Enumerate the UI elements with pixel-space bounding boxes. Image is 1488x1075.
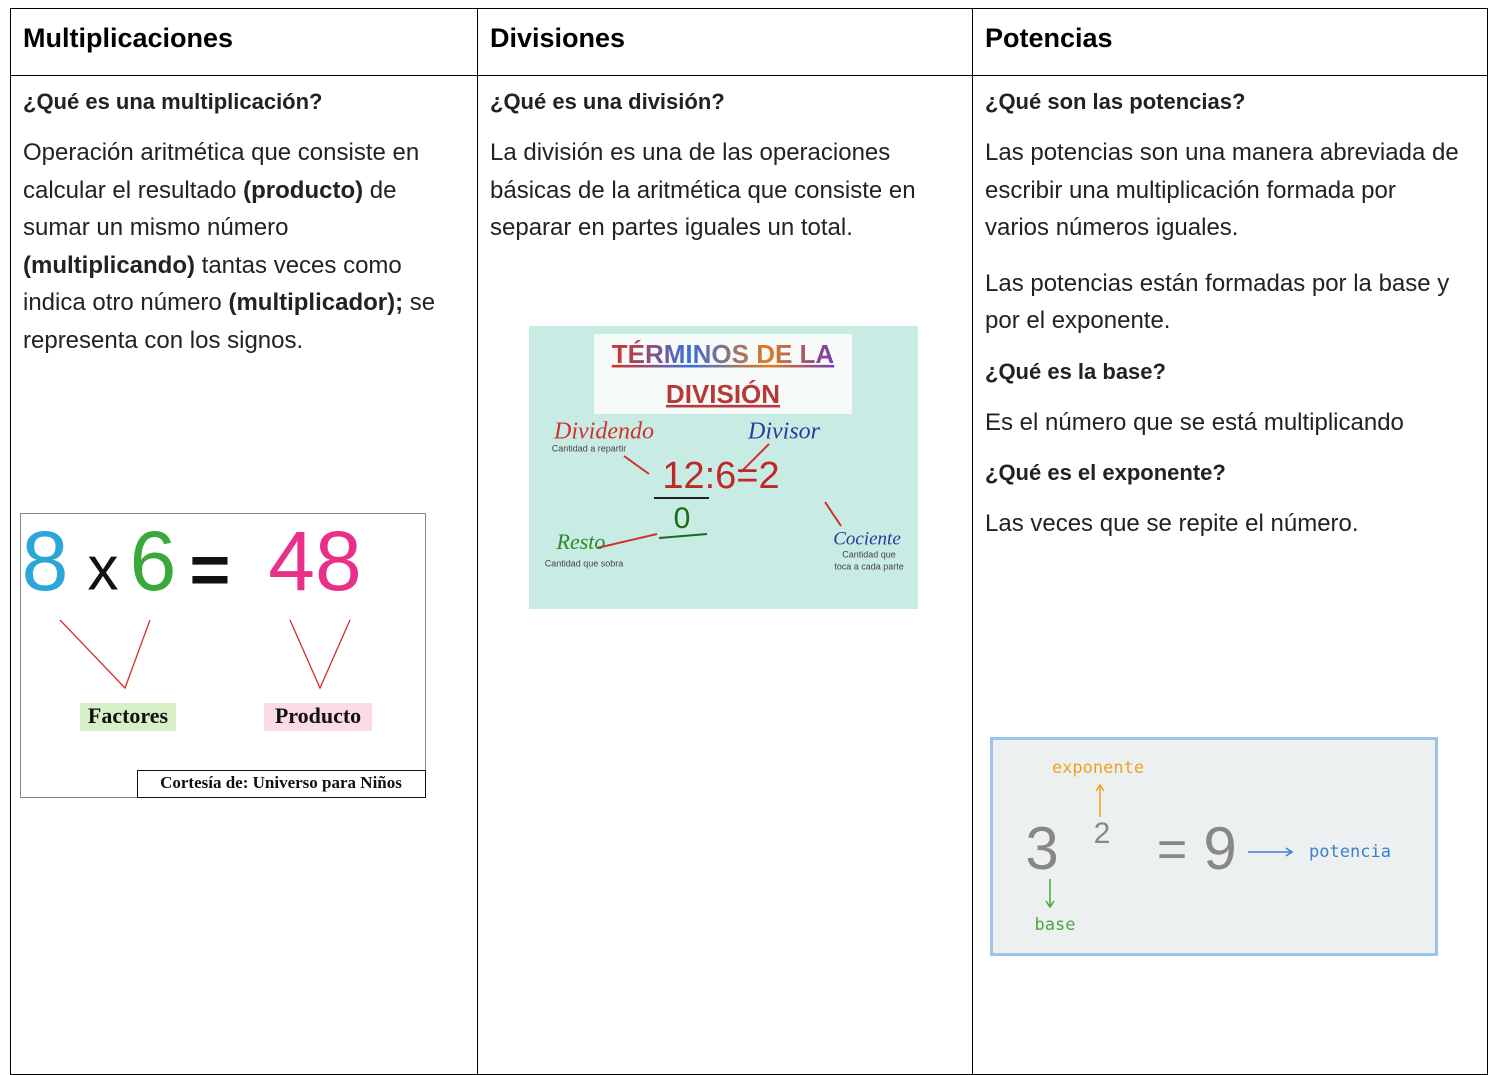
equals: = (1157, 821, 1187, 879)
label: Producto (275, 703, 361, 728)
arrow (1045, 879, 1055, 909)
label-bg (80, 703, 176, 731)
text: tantas veces como indica otro número (23, 251, 402, 317)
paragraph: Las potencias están formadas por la base… (985, 265, 1463, 340)
factor: 8 (22, 514, 69, 608)
paragraph: Operación aritmética que consiste en cal… (23, 134, 465, 359)
question: ¿Qué es una división? (490, 89, 725, 114)
term-note: Cantidad a repartir (552, 443, 627, 453)
title-box (594, 334, 852, 414)
question: ¿Qué es el exponente? (985, 460, 1226, 485)
connector (596, 443, 842, 549)
term: Dividendo (553, 419, 654, 445)
factor: 6 (130, 514, 177, 608)
remainder-value: 0 (674, 502, 691, 535)
paragraph: Es el número que se está multiplicando (985, 404, 1463, 442)
bold-text: (producto) (243, 176, 364, 204)
paragraph: Las veces que se repite el número. (985, 505, 1463, 543)
division-figure: TÉRMINOS DE LA DIVISIÓN Dividendo Cantid… (529, 326, 918, 609)
equation: 12:6=2 (662, 455, 779, 497)
term: Resto (556, 529, 606, 554)
result: 48 (268, 514, 361, 608)
multiplication-figure: 8 x 6 = 48 Factores Producto Cortesía de… (20, 513, 426, 798)
text: Operación aritmética que consiste en cal… (23, 139, 420, 204)
question: ¿Qué es una multiplicación? (23, 89, 323, 114)
text: Es el número que se está multiplicando (985, 408, 1404, 436)
rule (658, 533, 708, 539)
column-body: ¿Qué es una multiplicación? Operación ari… (10, 75, 478, 1075)
text: Las potencias están formadas por la base… (985, 269, 1450, 335)
base-value: 3 (1025, 815, 1058, 882)
column-header: Multiplicaciones (10, 8, 478, 76)
bold-text: (multiplicador); (228, 289, 404, 316)
figure-frame (20, 513, 426, 798)
column-header: Potencias (972, 8, 1488, 76)
text: de sumar un mismo número (23, 176, 397, 242)
term: Divisor (747, 419, 821, 445)
connector (59, 619, 351, 690)
label: exponente (1052, 758, 1144, 778)
paragraph: La división es una de las operaciones bá… (490, 134, 942, 247)
label: potencia (1309, 842, 1391, 862)
text: se representa con los signos. (23, 289, 436, 354)
term-note: toca a cada parte (834, 561, 904, 571)
question: ¿Qué son las potencias? (985, 89, 1246, 114)
label: base (1035, 915, 1076, 935)
figure-frame (990, 737, 1438, 956)
arrow (1248, 847, 1294, 857)
text: La división es una de las operaciones bá… (490, 139, 916, 241)
power-figure: exponente 3 2 = 9 potencia base (990, 737, 1438, 956)
column-body: ¿Qué son las potencias? Las potencias son… (972, 75, 1488, 1075)
credit: Cortesía de: Universo para Niños (160, 773, 402, 792)
exponent-value: 2 (1094, 817, 1111, 850)
term: Cociente (833, 528, 901, 549)
arrow (1095, 783, 1105, 817)
figure-title: TÉRMINOS DE LA (612, 339, 835, 369)
equals: = (190, 530, 231, 608)
text: Las veces que se repite el número. (985, 510, 1359, 537)
bold-text: (multiplicando) (23, 251, 195, 279)
paragraph: Las potencias son una manera abreviada d… (985, 134, 1463, 247)
result: 9 (1203, 815, 1236, 882)
label: Factores (88, 703, 169, 728)
question: ¿Qué es la base? (985, 358, 1166, 384)
figure-title: DIVISIÓN (666, 379, 780, 409)
term-note: Cantidad que sobra (545, 558, 624, 568)
term-note: Cantidad que (842, 549, 896, 559)
text: Las potencias son una manera abreviada d… (985, 139, 1459, 241)
column-header: Divisiones (477, 8, 973, 76)
label-bg (264, 703, 372, 731)
operator: x (88, 534, 119, 603)
credit-box (137, 770, 426, 798)
